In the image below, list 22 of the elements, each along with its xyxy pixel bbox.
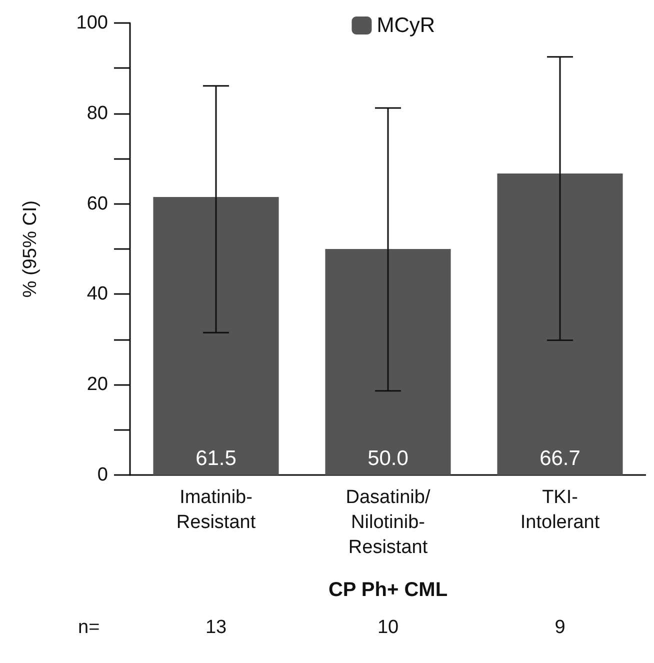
data-label: 61.5 bbox=[196, 447, 236, 470]
bar bbox=[325, 249, 451, 475]
x-axis-title: CP Ph+ CML bbox=[328, 579, 448, 601]
bar bbox=[497, 174, 623, 475]
y-axis-title: % (95% CI) bbox=[20, 200, 41, 298]
y-tick-label: 100 bbox=[76, 12, 108, 34]
bar bbox=[153, 197, 279, 475]
x-tick-label: Dasatinib/ Nilotinib- Resistant bbox=[346, 487, 431, 558]
data-label: 66.7 bbox=[540, 447, 580, 470]
y-tick-label: 60 bbox=[86, 193, 108, 214]
text: 9 bbox=[554, 617, 566, 638]
x-tick-label: TKI- Intolerant bbox=[520, 487, 600, 533]
text: 13 bbox=[205, 617, 227, 638]
x-tick-label: Imatinib- Resistant bbox=[176, 487, 256, 533]
data-label: 50.0 bbox=[368, 447, 408, 470]
text: 10 bbox=[377, 617, 399, 638]
y-tick-label: 0 bbox=[97, 464, 108, 486]
y-tick-label: 40 bbox=[86, 284, 108, 305]
legend-label: MCyR bbox=[376, 14, 436, 37]
text: n= bbox=[78, 617, 100, 638]
y-tick-label: 20 bbox=[86, 374, 108, 396]
y-tick-label: 80 bbox=[86, 102, 108, 124]
